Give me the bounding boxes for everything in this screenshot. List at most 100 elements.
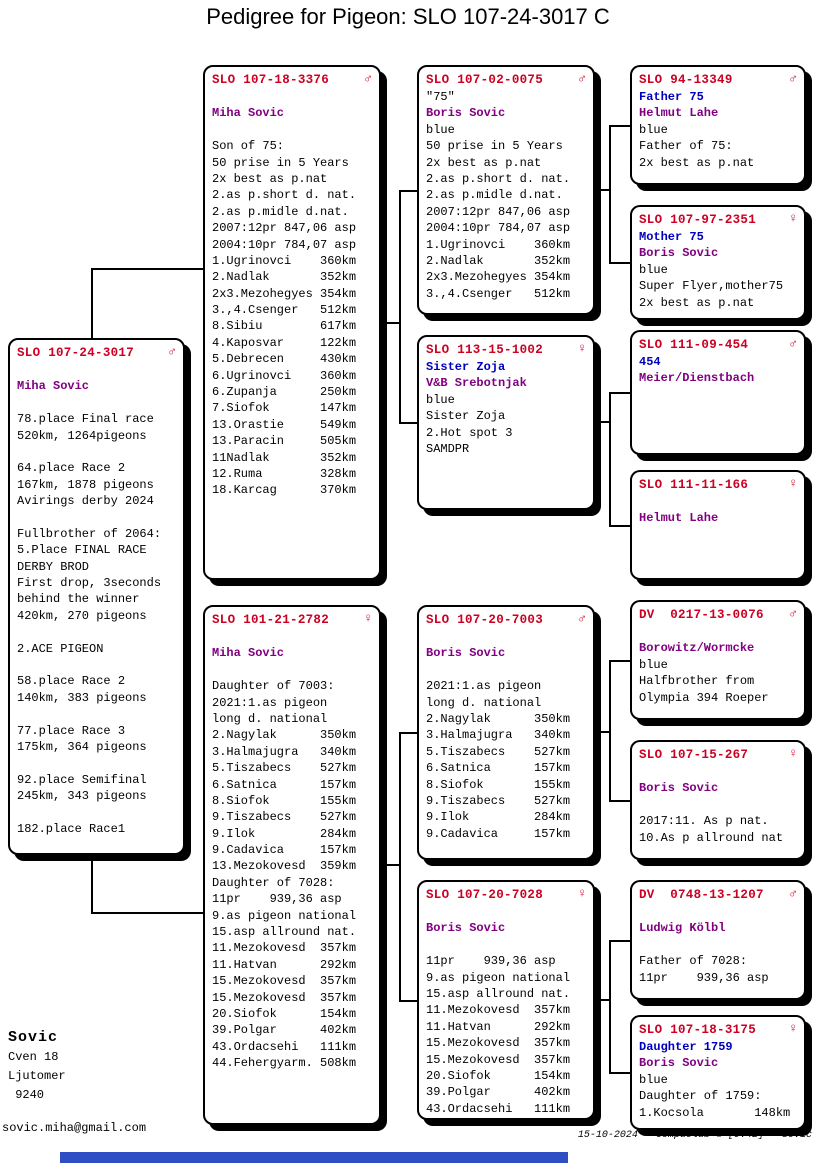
male-icon: ♂	[789, 606, 797, 621]
result-line: 64.place Race 2	[17, 461, 126, 476]
pedigree-box-dam-dam-dam: SLO 107-18-3175 ♀ Daughter 1759 Boris Sovic…	[630, 1015, 806, 1130]
result-line: 8.Siofok 155km	[212, 793, 357, 808]
blank-line	[639, 624, 797, 640]
female-icon: ♀	[578, 341, 586, 356]
blank-line	[17, 805, 176, 821]
owner-email: sovic.miha@gmail.com	[2, 1121, 147, 1135]
bottom-blue-bar	[60, 1152, 568, 1163]
connector-line	[91, 855, 93, 914]
result-line: 20.Siofok 154km	[212, 1006, 357, 1021]
result-line: 5.Tiszabecs 527km	[426, 744, 571, 759]
box-header: DV 0748-13-1207 ♂	[639, 887, 797, 904]
footer-owner: Sovic	[781, 1130, 812, 1141]
result-line: 13.Paracin 505km	[212, 434, 357, 449]
box-header: SLO 107-20-7003 ♂	[426, 612, 586, 629]
result-line: 167km, 1878 pigeons	[17, 477, 154, 492]
ring-number: SLO 111-11-166	[639, 478, 749, 492]
pedigree-box-sire-dam: SLO 113-15-1002 ♀ Sister Zoja V&B Srebotnja…	[417, 335, 595, 510]
result-line: 9.Cadavica 157km	[426, 826, 571, 841]
result-line: 182.place Race1	[17, 821, 126, 836]
result-line: 3.Halmajugra 340km	[426, 728, 571, 743]
result-line: 11Nadlak 352km	[212, 450, 357, 465]
result-line: 6.Satnica 157km	[426, 761, 571, 776]
blank-line	[17, 444, 176, 460]
result-line: 11.Mezokovesd 357km	[212, 941, 357, 956]
pedigree-box-sire-dam-sire: SLO 111-09-454 ♂ 454 Meier/Dienstbach	[630, 330, 806, 455]
footer: 15-10-2024 Compuclub © [9.42] Sovic	[578, 1130, 812, 1142]
blank-line	[212, 89, 372, 105]
result-line: 13.Orastie 549km	[212, 417, 357, 432]
result-line: 15.Mezokovesd 357km	[212, 990, 357, 1005]
pigeon-name: 454	[639, 355, 661, 369]
result-line: 4.Kaposvar 122km	[212, 335, 357, 350]
result-line: 58.place Race 2	[17, 674, 126, 689]
result-line: long d. national	[426, 695, 542, 710]
female-icon: ♀	[789, 211, 797, 226]
result-line: 2021:1.as pigeon	[212, 695, 328, 710]
result-line: 7.Siofok 147km	[212, 401, 357, 416]
breeder-name: Boris Sovic	[426, 106, 506, 121]
blank-line	[17, 362, 176, 378]
result-line: blue	[426, 122, 455, 137]
result-line: Sister Zoja	[426, 409, 506, 424]
connector-line	[609, 125, 630, 127]
page-title: Pedigree for Pigeon: SLO 107-24-3017 C	[206, 4, 610, 29]
result-line: 2.Hot spot 3	[426, 425, 513, 440]
ring-number: SLO 107-20-7003	[426, 613, 544, 627]
result-line: behind the winner	[17, 592, 140, 607]
result-line: "75"	[426, 90, 455, 104]
connector-line	[399, 1000, 417, 1002]
result-line: blue	[639, 1072, 668, 1087]
result-line: 6.Zupanja 250km	[212, 385, 357, 400]
blank-line	[17, 395, 176, 411]
connector-line	[609, 525, 630, 527]
connector-line	[399, 422, 417, 424]
result-line: SAMDPR	[426, 441, 470, 456]
box-header: SLO 107-18-3376 ♂	[212, 72, 372, 89]
result-line: 2021:1.as pigeon	[426, 679, 542, 694]
ring-number: SLO 101-21-2782	[212, 613, 330, 627]
blank-line	[17, 624, 176, 640]
connector-line	[609, 392, 611, 527]
result-line: 11pr 939,36 asp	[639, 970, 769, 985]
blank-line	[639, 797, 797, 813]
pedigree-box-dam-dam: SLO 107-20-7028 ♀ Boris Sovic 11pr 939,36…	[417, 880, 595, 1120]
ring-number: SLO 107-15-267	[639, 748, 749, 762]
ring-number: SLO 107-18-3376	[212, 73, 330, 87]
result-line: 2.Nagylak 350km	[212, 728, 357, 743]
result-line: 1.Ugrinovci 360km	[426, 237, 571, 252]
owner-name: Sovic	[8, 1029, 59, 1046]
box-header: SLO 101-21-2782 ♀	[212, 612, 372, 629]
breeder-name: Borowitz/Wormcke	[639, 641, 755, 656]
result-line: 15.Mezokovesd 357km	[426, 1052, 571, 1067]
breeder-name: Boris Sovic	[426, 646, 506, 661]
footer-date: 15-10-2024	[577, 1130, 638, 1141]
ring-number: SLO 107-24-3017	[17, 346, 135, 360]
blank-line	[426, 662, 586, 678]
result-line: 140km, 383 pigeons	[17, 690, 147, 705]
ring-number: SLO 111-09-454	[639, 338, 749, 352]
result-line: 5.Tiszabecs 527km	[212, 761, 357, 776]
result-line: 2x3.Mezohegyes 354km	[212, 286, 357, 301]
ring-number: SLO 94-13349	[639, 73, 733, 87]
result-line: 2007:12pr 847,06 asp	[426, 204, 571, 219]
blank-line	[426, 629, 586, 645]
result-line: 2.as p.short d. nat.	[426, 171, 571, 186]
ring-number: DV 0217-13-0076	[639, 608, 764, 622]
result-line: 8.Siofok 155km	[426, 777, 571, 792]
result-line: 6.Satnica 157km	[212, 777, 357, 792]
result-line: 245km, 343 pigeons	[17, 789, 147, 804]
result-line: 9.Ilok 284km	[212, 826, 357, 841]
connector-line	[609, 125, 611, 264]
box-header: SLO 111-09-454 ♂	[639, 337, 797, 354]
male-icon: ♂	[789, 71, 797, 86]
connector-line	[609, 940, 630, 942]
breeder-name: Boris Sovic	[426, 921, 506, 936]
connector-line	[609, 660, 611, 802]
blank-line	[639, 904, 797, 920]
connector-line	[399, 732, 401, 1002]
blank-line	[212, 662, 372, 678]
result-line: 3.,4.Csenger 512km	[212, 303, 357, 318]
result-line: blue	[426, 392, 455, 407]
result-line: Son of 75:	[212, 139, 285, 154]
